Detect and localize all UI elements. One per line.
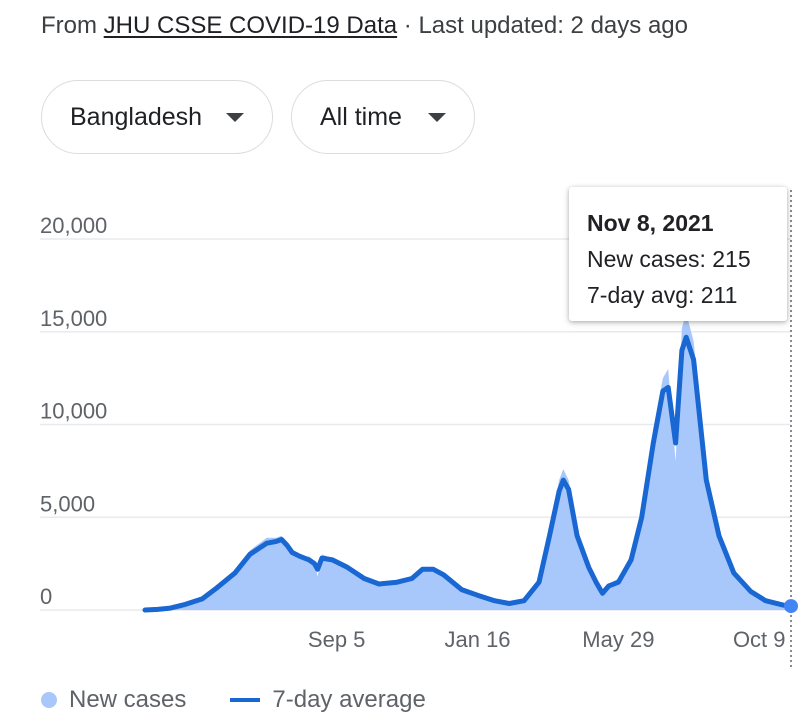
seven-day-average-line [142,334,794,613]
source-separator: · [403,12,412,39]
y-tick-label: 20,000 [40,213,107,238]
legend-avg: 7-day average [272,686,426,713]
chart-legend: New cases 7-day average [41,686,426,714]
filter-chips: Bangladesh All time [41,80,475,154]
legend-new-cases: New cases [69,686,187,713]
y-tick-label: 10,000 [40,399,107,424]
avg-legend-swatch [230,698,261,702]
y-axis-labels: 0 5,000 10,000 15,000 20,000 [40,213,107,609]
last-updated-text: Last updated: 2 days ago [418,12,688,39]
x-tick-label: May 29 [582,627,654,652]
y-tick-label: 5,000 [40,491,95,516]
x-tick-label: Oct 9 [733,627,786,652]
x-axis-labels: Sep 5 Jan 16 May 29 Oct 9 [308,627,786,652]
source-line: From JHU CSSE COVID-19 Data · Last updat… [41,12,688,40]
location-value: Bangladesh [70,102,203,131]
tooltip-date: Nov 8, 2021 [587,210,714,236]
new-cases-legend-swatch [41,692,57,708]
x-tick-label: Jan 16 [444,627,510,652]
hover-point-marker [784,599,798,614]
dropdown-arrow-icon [226,112,244,122]
new-cases-bars [145,313,791,610]
time-range-dropdown[interactable]: All time [291,80,475,154]
source-prefix: From [41,12,97,39]
hover-tooltip: Nov 8, 2021 New cases: 215 7-day avg: 21… [569,187,787,321]
location-dropdown[interactable]: Bangladesh [41,80,273,154]
y-tick-label: 0 [40,584,52,609]
tooltip-avg: 7-day avg: 211 [587,282,738,308]
y-tick-label: 15,000 [40,306,107,331]
x-tick-label: Sep 5 [308,627,366,652]
time-range-value: All time [320,102,402,131]
dropdown-arrow-icon [428,112,446,122]
tooltip-new-cases: New cases: 215 [587,246,751,272]
source-link[interactable]: JHU CSSE COVID-19 Data [103,12,398,39]
